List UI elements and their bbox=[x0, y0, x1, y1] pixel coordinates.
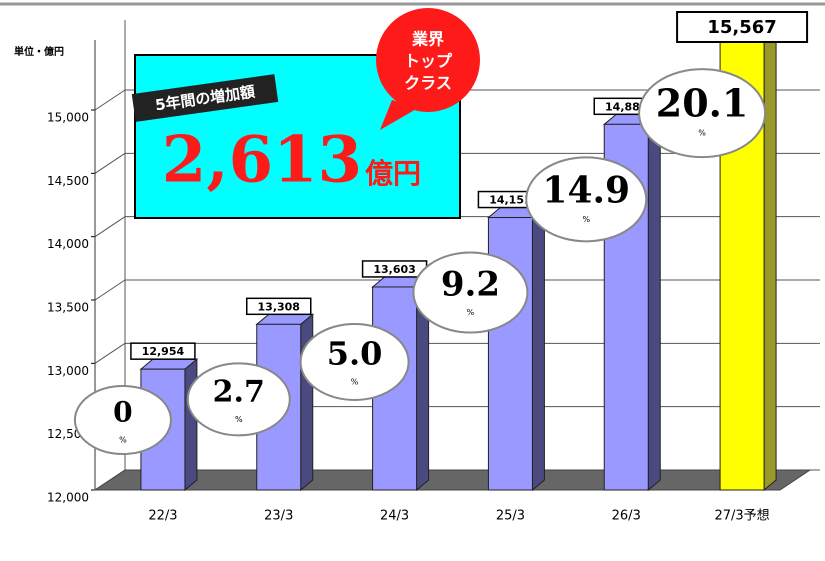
x-tick-label: 22/3 bbox=[148, 509, 177, 524]
growth-label: 14.9 bbox=[542, 169, 630, 211]
growth-ellipse bbox=[525, 156, 648, 243]
bubble-line: 業界 bbox=[411, 30, 444, 49]
bar-side bbox=[184, 358, 198, 492]
grid-diagonal bbox=[94, 216, 126, 238]
growth-ellipse bbox=[299, 322, 410, 401]
callout: 5年間の増加額 2,613 億円 業界 トップ クラス bbox=[131, 8, 480, 219]
value-label: 15,567 bbox=[707, 17, 776, 38]
bubble-line: トップ bbox=[404, 52, 453, 71]
growth-label: 20.1 bbox=[656, 81, 749, 126]
growth-unit: % bbox=[119, 436, 127, 445]
bubble bbox=[376, 8, 480, 112]
value-label: 14,151 bbox=[489, 194, 531, 207]
value-label-box bbox=[676, 11, 809, 43]
value-label-box bbox=[130, 342, 196, 360]
growth-ellipse bbox=[186, 362, 291, 437]
y-tick-label: 12,000 bbox=[47, 491, 89, 505]
y-tick-label: 13,500 bbox=[47, 301, 89, 315]
growth-label: 9.2 bbox=[441, 265, 500, 305]
grid-diagonal bbox=[94, 279, 126, 301]
growth-unit: % bbox=[582, 215, 590, 224]
growth-unit: % bbox=[467, 308, 475, 317]
growth-unit: % bbox=[351, 377, 359, 386]
growth-label: 0 bbox=[113, 396, 132, 429]
bubble-line: クラス bbox=[404, 74, 452, 93]
growth-label: 5.0 bbox=[327, 334, 383, 372]
y-tick-label: 15,000 bbox=[47, 111, 89, 125]
growth-unit: % bbox=[235, 415, 243, 424]
value-label: 13,603 bbox=[373, 263, 415, 276]
y-tick-label: 14,500 bbox=[47, 174, 89, 188]
growth-ellipse bbox=[638, 68, 767, 159]
callout-heading-bg bbox=[131, 74, 279, 122]
bar-side bbox=[763, 27, 777, 492]
value-label: 13,308 bbox=[258, 300, 300, 313]
x-tick-label: 24/3 bbox=[380, 509, 409, 524]
value-label: 12,954 bbox=[142, 345, 185, 358]
value-label-box bbox=[246, 297, 312, 316]
grid-diagonal bbox=[94, 89, 126, 111]
bar-side bbox=[647, 113, 661, 492]
bar-side bbox=[531, 206, 545, 492]
growth-label: 2.7 bbox=[213, 374, 265, 409]
callout-unit: 億円 bbox=[365, 157, 421, 190]
value-label: 14,887 bbox=[605, 100, 647, 113]
growth-ellipse bbox=[412, 251, 529, 334]
y-tick-label: 13,000 bbox=[47, 364, 89, 378]
callout-amount: 2,613 bbox=[162, 123, 362, 198]
x-tick-label: 27/3予想 bbox=[714, 508, 769, 524]
grid-diagonal bbox=[94, 152, 126, 174]
growth-ellipse bbox=[73, 385, 172, 455]
floor bbox=[93, 469, 812, 491]
axis-unit: 単位・億円 bbox=[14, 45, 64, 58]
x-tick-label: 25/3 bbox=[496, 509, 525, 524]
y-tick-label: 14,000 bbox=[47, 237, 89, 251]
growth-unit: % bbox=[698, 129, 706, 138]
x-tick-label: 26/3 bbox=[612, 509, 641, 524]
x-tick-label: 23/3 bbox=[264, 509, 293, 524]
grid-diagonal bbox=[94, 342, 126, 364]
